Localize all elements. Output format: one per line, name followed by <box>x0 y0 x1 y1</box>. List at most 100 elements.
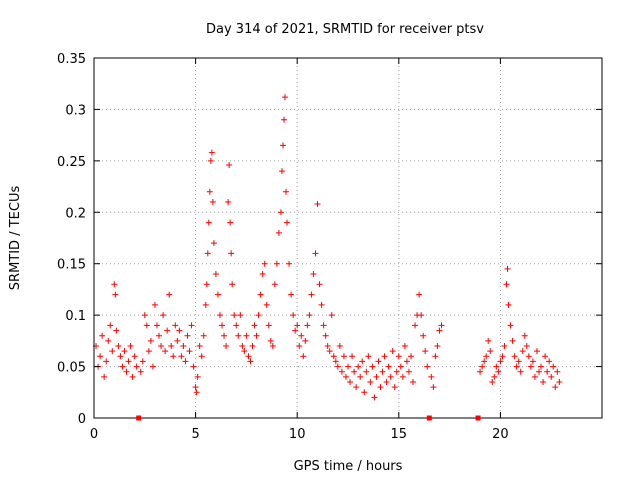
x-tick-label: 0 <box>90 427 98 442</box>
data-point <box>247 358 254 365</box>
y-tick-label: 0.3 <box>65 103 86 118</box>
data-point <box>290 312 297 319</box>
data-point <box>259 271 266 277</box>
data-point <box>324 343 331 349</box>
y-tick-label: 0.05 <box>57 361 86 376</box>
data-point <box>513 363 520 370</box>
data-point <box>269 343 276 349</box>
data-point <box>296 343 303 349</box>
data-point <box>525 353 532 360</box>
data-point <box>428 373 435 380</box>
data-point <box>176 327 183 334</box>
data-point <box>533 348 540 355</box>
gap-marker <box>475 415 481 421</box>
data-point <box>239 343 246 349</box>
data-point <box>111 281 118 288</box>
data-point <box>334 363 341 370</box>
data-point <box>432 353 439 360</box>
y-axis-label: SRMTID / TECUs <box>8 186 23 291</box>
data-point <box>359 358 366 365</box>
x-tick-label: 5 <box>191 427 199 442</box>
data-point <box>115 343 122 349</box>
data-point <box>158 343 165 349</box>
data-point <box>294 322 301 329</box>
data-point <box>328 312 335 319</box>
data-point <box>210 240 217 247</box>
data-point <box>273 260 280 267</box>
data-point <box>529 358 536 365</box>
data-point <box>399 373 406 380</box>
data-point <box>505 301 512 308</box>
data-point <box>109 348 116 355</box>
data-point <box>489 379 496 385</box>
data-point <box>401 343 408 349</box>
data-point <box>314 201 321 208</box>
data-point <box>245 353 252 360</box>
data-point <box>509 337 516 344</box>
data-point <box>345 363 351 370</box>
x-tick-label: 20 <box>492 427 509 442</box>
data-point <box>205 219 212 226</box>
data-point <box>363 368 370 375</box>
axis-ticks <box>93 57 602 419</box>
data-point <box>137 368 144 375</box>
data-point <box>336 343 343 349</box>
data-point <box>198 353 205 360</box>
data-point <box>357 373 364 380</box>
data-point <box>499 353 506 360</box>
data-point <box>101 373 108 380</box>
data-point <box>434 343 441 349</box>
data-point <box>479 363 486 370</box>
data-point <box>271 281 278 288</box>
data-point <box>556 379 563 385</box>
data-point <box>493 363 500 370</box>
y-tick-label: 0.1 <box>65 309 86 324</box>
data-point <box>420 332 427 339</box>
data-point <box>351 368 358 375</box>
data-point <box>267 337 274 344</box>
data-point <box>112 291 119 298</box>
data-point <box>180 343 187 349</box>
data-point <box>536 368 543 375</box>
data-point <box>216 312 223 319</box>
data-point <box>105 337 112 344</box>
data-point <box>517 368 524 375</box>
y-tick-label: 0 <box>78 412 86 427</box>
data-point <box>487 348 494 355</box>
data-point <box>302 337 309 344</box>
data-point <box>226 161 233 168</box>
data-point <box>347 379 354 385</box>
data-point <box>282 94 289 101</box>
data-point <box>393 368 400 375</box>
data-point <box>149 363 156 370</box>
data-point <box>507 322 514 329</box>
data-point <box>206 188 213 195</box>
y-tick-label: 0.2 <box>65 206 86 221</box>
data-point <box>410 379 417 385</box>
data-point <box>349 353 356 360</box>
data-point <box>214 291 221 298</box>
data-point <box>438 322 445 329</box>
data-point <box>249 343 256 349</box>
data-point <box>550 363 557 370</box>
data-point <box>523 343 530 349</box>
data-point <box>369 363 376 370</box>
data-point <box>257 291 264 298</box>
data-point <box>308 291 315 298</box>
data-point <box>233 322 240 329</box>
data-point <box>166 291 173 298</box>
data-point <box>511 353 518 360</box>
data-point <box>483 353 490 360</box>
x-axis-label: GPS time / hours <box>294 459 403 474</box>
data-point <box>332 358 339 365</box>
data-point <box>320 322 327 329</box>
data-point <box>338 368 345 375</box>
data-point <box>228 250 235 257</box>
x-tick-label: 10 <box>289 427 306 442</box>
data-point <box>481 358 488 365</box>
data-point <box>170 353 177 360</box>
data-point <box>151 301 158 308</box>
data-point <box>381 353 388 360</box>
data-point <box>312 250 319 257</box>
data-point <box>405 368 412 375</box>
